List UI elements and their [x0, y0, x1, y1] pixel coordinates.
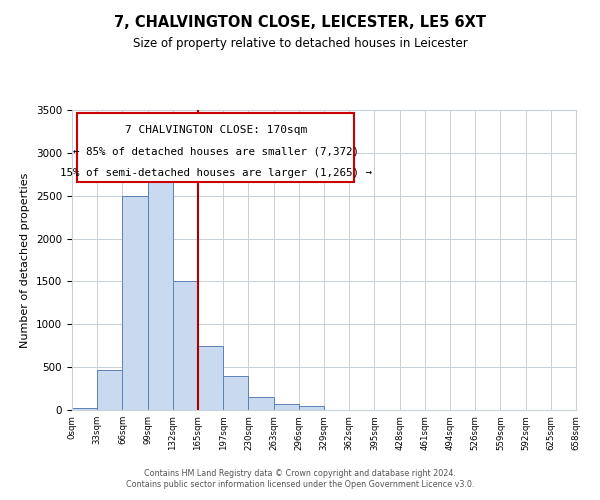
FancyBboxPatch shape — [77, 113, 354, 182]
Bar — [97, 370, 122, 410]
Text: Contains public sector information licensed under the Open Government Licence v3: Contains public sector information licen… — [126, 480, 474, 489]
Bar — [122, 196, 148, 410]
Text: 7, CHALVINGTON CLOSE, LEICESTER, LE5 6XT: 7, CHALVINGTON CLOSE, LEICESTER, LE5 6XT — [114, 15, 486, 30]
Bar — [72, 408, 97, 410]
Bar — [198, 346, 223, 410]
Text: 7 CHALVINGTON CLOSE: 170sqm: 7 CHALVINGTON CLOSE: 170sqm — [125, 125, 307, 135]
Bar — [299, 406, 324, 410]
Y-axis label: Number of detached properties: Number of detached properties — [20, 172, 31, 348]
Text: Contains HM Land Registry data © Crown copyright and database right 2024.: Contains HM Land Registry data © Crown c… — [144, 468, 456, 477]
Bar — [173, 282, 198, 410]
Text: Size of property relative to detached houses in Leicester: Size of property relative to detached ho… — [133, 38, 467, 51]
Text: ← 85% of detached houses are smaller (7,372): ← 85% of detached houses are smaller (7,… — [73, 146, 359, 156]
Bar — [274, 404, 299, 410]
Bar — [148, 170, 173, 410]
Bar — [248, 397, 274, 410]
Text: 15% of semi-detached houses are larger (1,265) →: 15% of semi-detached houses are larger (… — [59, 168, 371, 178]
Bar — [223, 376, 248, 410]
